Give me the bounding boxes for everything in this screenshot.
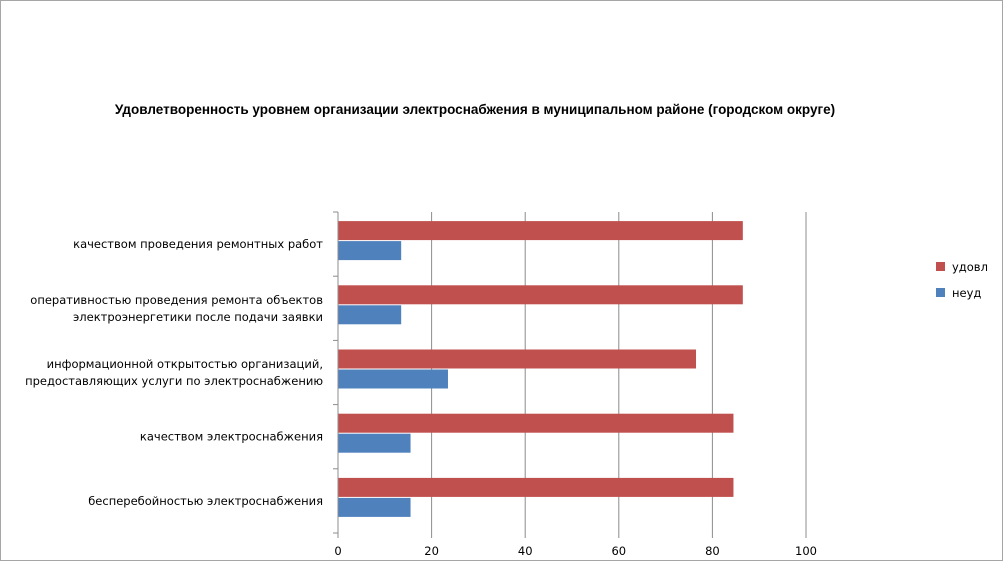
x-tick-label: 0 (334, 544, 341, 558)
x-tick-label: 80 (705, 544, 720, 558)
legend-swatch (936, 288, 945, 297)
legend: удовл неуд (936, 260, 988, 300)
category-label: бесперебойностью электроснабжения (88, 494, 323, 508)
category-label: оперативностью проведения ремонта объект… (30, 293, 323, 307)
legend-label: удовл (952, 260, 988, 274)
axes: 0 20 40 60 80 100 (333, 211, 817, 558)
bar-udovl (338, 349, 697, 369)
bar-neud (338, 369, 448, 389)
legend-label: неуд (952, 286, 981, 300)
bar-neud (338, 497, 411, 517)
x-tick-label: 40 (518, 544, 533, 558)
category-label: предоставляющих услуги по электроснабжен… (25, 374, 323, 388)
category-labels: качеством проведения ремонтных работ опер… (25, 237, 323, 508)
category-label: информационной открытостью организаций, (47, 357, 323, 371)
bar-udovl (338, 413, 734, 433)
chart-title: Удовлетворенность уровнем организации эл… (115, 102, 835, 117)
x-tick-label: 20 (424, 544, 439, 558)
bar-udovl (338, 477, 734, 497)
bar-udovl (338, 285, 743, 305)
bars (338, 221, 743, 517)
bar-neud (338, 305, 402, 325)
bar-neud (338, 433, 411, 453)
category-label: качеством проведения ремонтных работ (73, 237, 323, 251)
category-label: электроэнергетики после подачи заявки (73, 310, 323, 324)
legend-swatch (936, 262, 945, 271)
x-tick-label: 100 (795, 544, 817, 558)
x-tick-label: 60 (611, 544, 626, 558)
bar-neud (338, 241, 402, 261)
bar-udovl (338, 221, 743, 241)
category-label: качеством электроснабжения (140, 430, 323, 444)
